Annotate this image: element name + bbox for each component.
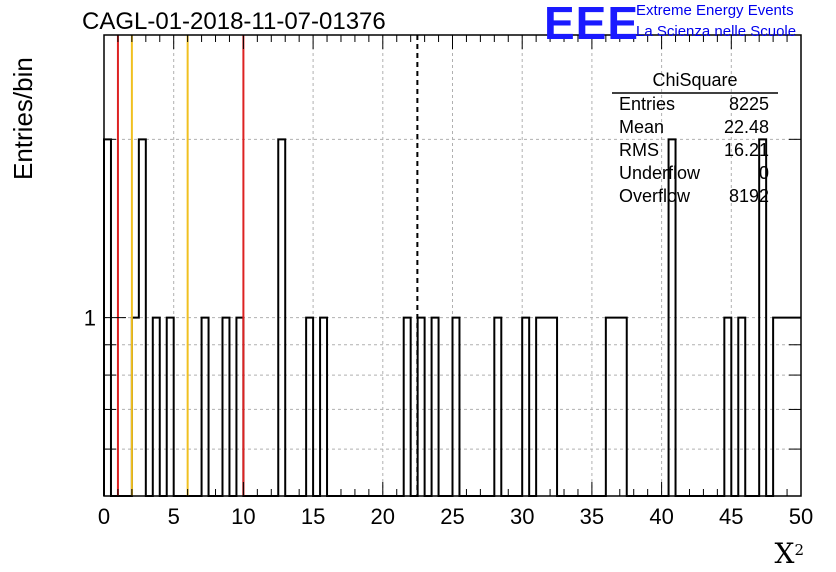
x-tick-label: 20 — [371, 504, 395, 529]
stats-value: 0 — [759, 163, 769, 183]
stats-title: ChiSquare — [652, 70, 737, 90]
stats-value: 16.21 — [724, 140, 769, 160]
logo-line-2: La Scienza nelle Scuole — [636, 23, 797, 40]
y-tick-label: 1 — [84, 306, 96, 331]
x-tick-label: 35 — [580, 504, 604, 529]
stats-label: Entries — [619, 94, 675, 114]
x-tick-label: 25 — [440, 504, 464, 529]
page-title: CAGL-01-2018-11-07-01376 — [82, 8, 386, 35]
stats-value: 22.48 — [724, 117, 769, 137]
eee-logo: EEE — [544, 0, 640, 49]
x-axis-label: X2 — [775, 537, 804, 570]
stats-label: Mean — [619, 117, 664, 137]
logo-line-1: Extreme Energy Events — [636, 2, 794, 19]
x-tick-label: 50 — [789, 504, 813, 529]
x-tick-label: 5 — [168, 504, 180, 529]
x-tick-label: 30 — [510, 504, 534, 529]
stats-label: Underflow — [619, 163, 701, 183]
x-tick-label: 10 — [231, 504, 255, 529]
x-tick-label: 40 — [649, 504, 673, 529]
x-tick-label: 0 — [98, 504, 110, 529]
stats-label: Overflow — [619, 186, 691, 206]
x-tick-label: 15 — [301, 504, 325, 529]
stats-value: 8225 — [729, 94, 769, 114]
x-tick-label: 45 — [719, 504, 743, 529]
stats-value: 8192 — [729, 186, 769, 206]
stats-label: RMS — [619, 140, 659, 160]
x-axis-label-superscript: 2 — [794, 541, 804, 559]
y-axis-label: Entries/bin — [8, 57, 38, 180]
x-axis-label-main: X — [774, 537, 795, 570]
